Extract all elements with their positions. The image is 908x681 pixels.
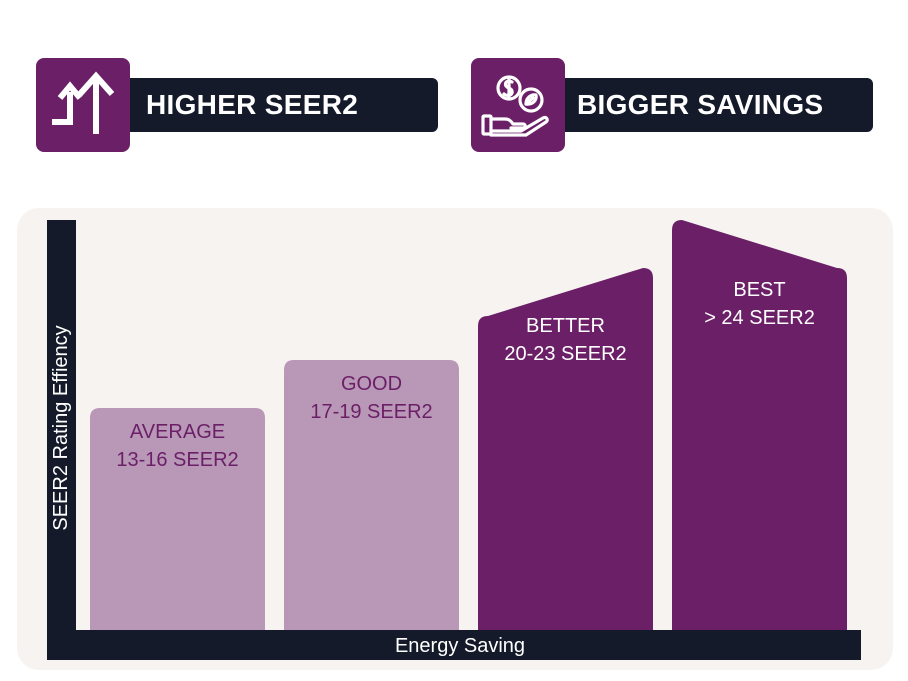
bar-label-best-name: BEST bbox=[733, 279, 785, 301]
bigger-savings-badge: BIGGER SAVINGS bbox=[471, 58, 873, 152]
bars: AVERAGE 13-16 SEER2 GOOD 17-19 SEER2 BETTER 2… bbox=[90, 220, 847, 630]
money-hand-icon bbox=[471, 58, 565, 152]
y-axis-label: SEER2 Rating Effiency bbox=[50, 325, 72, 530]
bigger-savings-label: BIGGER SAVINGS bbox=[531, 78, 873, 132]
higher-seer2-label: HIGHER SEER2 bbox=[96, 78, 438, 132]
bar-label-good-range: 17-19 SEER2 bbox=[310, 401, 432, 423]
bar-label-average-range: 13-16 SEER2 bbox=[116, 449, 238, 471]
bar-average bbox=[90, 408, 265, 630]
higher-seer2-badge: HIGHER SEER2 bbox=[36, 58, 438, 152]
bar-label-best-range: > 24 SEER2 bbox=[704, 307, 815, 329]
bar-best bbox=[672, 220, 847, 630]
bar-label-average-name: AVERAGE bbox=[130, 421, 225, 443]
x-axis bbox=[47, 630, 861, 660]
bar-label-better-range: 20-23 SEER2 bbox=[504, 343, 626, 365]
y-axis bbox=[47, 220, 76, 658]
up-arrows-icon bbox=[36, 58, 130, 152]
bar-label-good-name: GOOD bbox=[341, 373, 402, 395]
x-axis-label: Energy Saving bbox=[395, 635, 525, 657]
bar-label-better-name: BETTER bbox=[526, 315, 605, 337]
bar-better bbox=[478, 268, 653, 630]
bar-good bbox=[284, 360, 459, 630]
